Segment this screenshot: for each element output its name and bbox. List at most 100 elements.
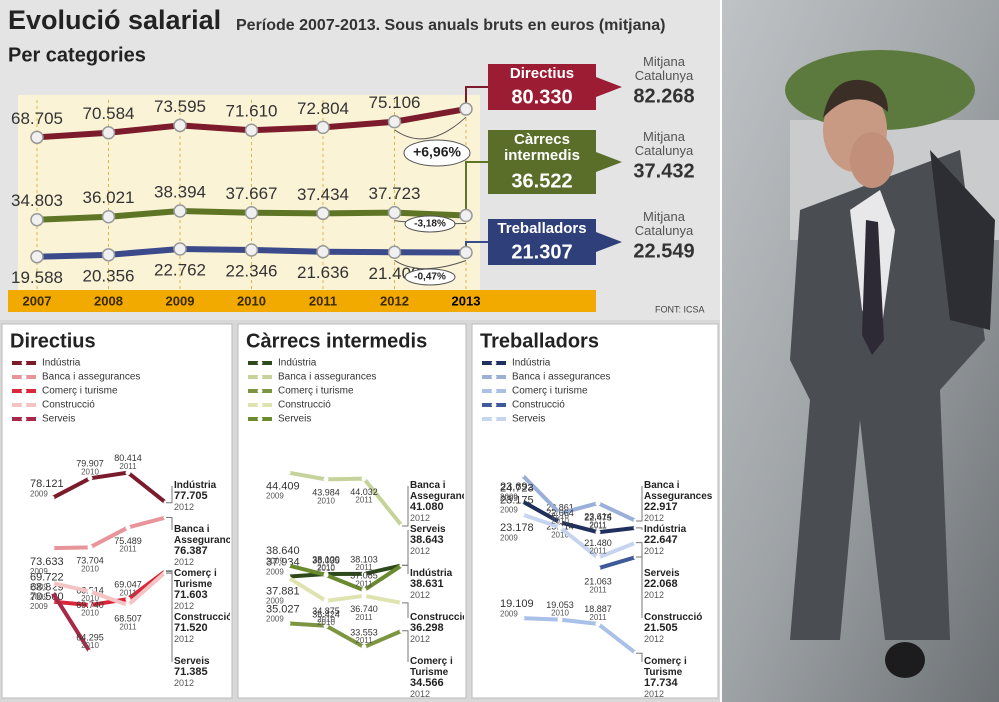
change-badge [403,139,471,167]
value-label: 19.053 [546,600,574,610]
value-label: 22.664 [546,508,574,518]
x-tick-label: 2008 [94,293,123,308]
series-line [51,515,167,551]
average-label-box: Mitjana Catalunya [634,130,694,158]
average-label: Mitjana Catalunya [634,130,694,158]
x-tick-label: 2009 [166,293,195,308]
point [87,588,93,594]
value-label: 37.085 [350,571,378,581]
point [87,475,93,481]
end-value: 38.643 [410,534,444,546]
tie [862,220,884,355]
change-arc [394,259,467,270]
value-label: 37.723 [369,184,421,203]
value-label: 44.409 [266,480,300,492]
point [387,115,402,129]
category-box [488,130,596,194]
shoe [885,642,925,678]
end-value: 71.603 [174,589,208,601]
value-label: 37.434 [297,185,349,204]
label-leader [402,564,409,574]
panel-title: Treballadors [480,330,599,352]
end-year: 2012 [174,557,195,567]
value-label: 34.875 [312,606,340,616]
hair [823,79,888,118]
panel-title: Càrrecs intermedis [246,330,427,352]
panel [471,323,719,699]
legend-dot [257,416,263,422]
point [125,596,131,602]
end-value: 22.647 [644,534,678,546]
year-label: 2011 [355,579,373,588]
year-label: 2010 [81,467,99,476]
year-label: 2010 [317,496,335,505]
value-label: 23.692 [500,481,534,493]
point [30,130,44,145]
average-label: Mitjana Catalunya [634,210,694,238]
x-tick-label: 2010 [237,293,266,308]
series-line [521,616,638,655]
legend-label: Banca i assegurances [278,372,376,383]
value-label: 38.035 [312,555,340,565]
legend-dot [21,416,27,422]
change-label: -3,18% [414,219,446,230]
point [557,524,563,530]
value-label: 75.106 [369,93,421,112]
end-year: 2012 [644,546,665,556]
legend-dot [491,416,497,422]
value-label: 38.640 [266,545,300,557]
year-label: 2011 [355,636,373,645]
legend-label: Banca i assegurances [512,372,610,383]
end-year: 2012 [410,634,431,644]
category-value: 21.307 [511,241,572,263]
point [87,602,93,608]
point [361,587,367,593]
value-label: 23.614 [584,512,612,522]
legend-dot [21,360,27,366]
category-name: Treballadors [497,221,587,237]
average-value: 82.268 [633,85,694,107]
value-label: 73.704 [76,556,104,566]
series-line [287,470,404,528]
average-value: 22.549 [633,240,694,262]
label-leader [402,630,409,662]
point [101,125,116,140]
point [519,498,525,504]
point [323,598,329,604]
value-label: 33.553 [350,627,378,637]
point [557,519,563,525]
end-label: Construcció 36.298 2012 [410,612,464,645]
x-tick-label: 2012 [380,293,409,308]
value-label: 34.803 [11,191,63,210]
value-label: 68.507 [114,614,142,624]
series-line [287,563,403,579]
point [459,102,473,116]
point [173,204,187,218]
end-value: 21.505 [644,622,678,634]
end-value: 22.068 [644,578,678,590]
year-label: 2011 [355,496,373,505]
suit [790,150,985,640]
year-label: 2010 [317,618,335,627]
year-label: 2009 [266,568,284,577]
point [101,210,116,224]
value-label: 79.907 [76,459,104,469]
end-name: Serveis [410,524,446,535]
value-label: 78.121 [30,478,64,490]
arrow [596,232,622,252]
category-name-box: Treballadors [497,221,587,237]
year-label: 2009 [266,492,284,501]
end-label: Indústria 22.647 2012 [644,524,716,557]
point [285,574,291,580]
point [361,644,367,650]
end-label: Indústria 38.631 2012 [410,568,464,601]
point [595,529,601,535]
series-line [51,470,168,505]
legend-label: Indústria [42,358,81,369]
